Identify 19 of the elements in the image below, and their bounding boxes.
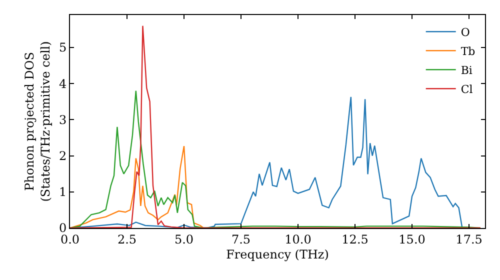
x-tick-label: 10.0 [284,232,312,246]
y-axis-title: Phonon projected DOS (States/THz·primitive cell) [22,41,52,202]
x-axis-title: Frequency (THz) [226,247,329,262]
y-tick-label: 4 [58,76,67,91]
x-tick-label: 15.0 [398,232,426,246]
legend-label: Cl [460,82,474,96]
y-tick-label: 3 [58,112,67,127]
legend-label: O [460,26,470,39]
x-tick-label: 5.0 [174,232,194,246]
x-tick-label: 12.5 [342,232,368,246]
y-tick-label: 1 [58,185,67,200]
legend-label: Bi [460,64,473,77]
legend-label: Tb [460,44,476,58]
x-tick-label: 17.5 [456,232,482,246]
y-tick-label: 5 [58,40,67,55]
x-tick-label: 7.5 [231,232,251,246]
x-tick-label: 2.5 [117,232,137,246]
y-tick-label: 2 [58,149,67,163]
line-series [70,25,482,228]
